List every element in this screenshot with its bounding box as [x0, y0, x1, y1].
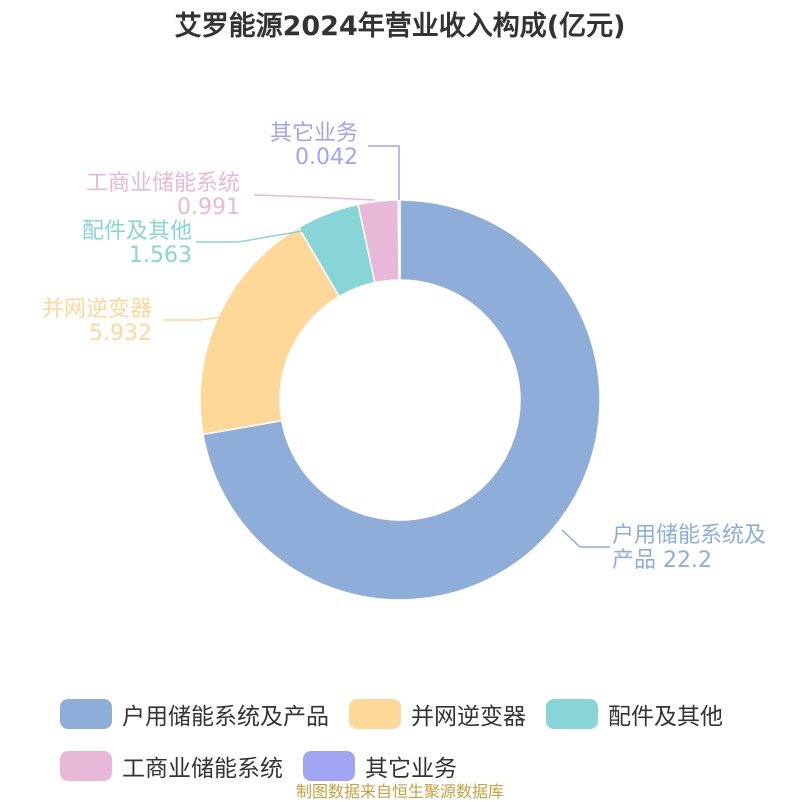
- legend-item[interactable]: 其它业务: [303, 749, 457, 783]
- leader-line: [253, 194, 375, 201]
- slice-value-label: 0.991: [177, 195, 240, 220]
- leader-line: [196, 229, 309, 243]
- slice-value-label: 0.042: [295, 145, 358, 170]
- pie-slice[interactable]: [397, 199, 401, 281]
- pie-slice[interactable]: [202, 199, 601, 601]
- slice-value-label: 产品 22.2: [612, 548, 712, 573]
- slice-label: 并网逆变器: [42, 297, 152, 322]
- legend-swatch: [349, 699, 401, 729]
- slice-value-label: 1.563: [129, 243, 192, 268]
- legend-label: 其它业务: [365, 756, 457, 782]
- slice-label: 工商业储能系统: [86, 171, 240, 196]
- legend: 户用储能系统及产品 并网逆变器 配件及其他 工商业储能系统 其它业务: [60, 688, 760, 792]
- legend-row-2: 工商业储能系统 其它业务: [60, 740, 760, 792]
- legend-swatch: [60, 751, 112, 781]
- chart-title: 艾罗能源2024年营业收入构成(亿元): [174, 11, 626, 42]
- legend-item[interactable]: 配件及其他: [546, 697, 723, 731]
- legend-label: 工商业储能系统: [122, 756, 283, 782]
- legend-item[interactable]: 户用储能系统及产品: [60, 697, 329, 731]
- legend-label: 配件及其他: [608, 704, 723, 730]
- legend-row-1: 户用储能系统及产品 并网逆变器 配件及其他: [60, 688, 760, 740]
- slice-label: 户用储能系统及: [612, 523, 766, 548]
- slice-value-label: 5.932: [89, 321, 152, 346]
- legend-item[interactable]: 工商业储能系统: [60, 749, 283, 783]
- legend-label: 户用储能系统及产品: [122, 704, 329, 730]
- legend-swatch: [546, 699, 598, 729]
- legend-swatch: [303, 751, 355, 781]
- legend-item[interactable]: 并网逆变器: [349, 697, 526, 731]
- legend-swatch: [60, 699, 112, 729]
- legend-label: 并网逆变器: [411, 704, 526, 730]
- leader-line: [561, 529, 610, 548]
- slice-label: 其它业务: [270, 121, 358, 146]
- leader-line: [368, 145, 400, 200]
- pie-slice[interactable]: [199, 226, 341, 436]
- source-note: 制图数据来自恒生聚源数据库: [295, 782, 504, 801]
- slice-label: 配件及其他: [82, 219, 192, 244]
- leader-line: [163, 315, 229, 321]
